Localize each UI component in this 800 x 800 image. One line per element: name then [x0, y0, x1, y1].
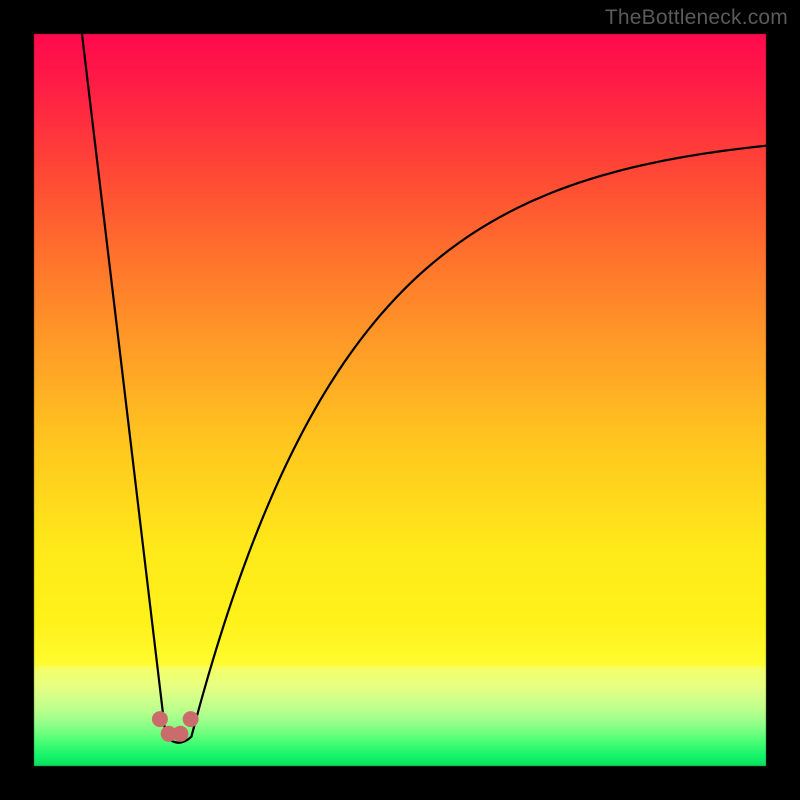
valley-marker — [152, 711, 168, 727]
watermark-text: TheBottleneck.com — [605, 6, 788, 30]
chart-stage: TheBottleneck.com — [0, 0, 800, 800]
valley-marker — [172, 726, 188, 742]
curve-layer — [0, 0, 800, 800]
bottleneck-curve — [79, 12, 780, 743]
valley-marker — [183, 711, 199, 727]
